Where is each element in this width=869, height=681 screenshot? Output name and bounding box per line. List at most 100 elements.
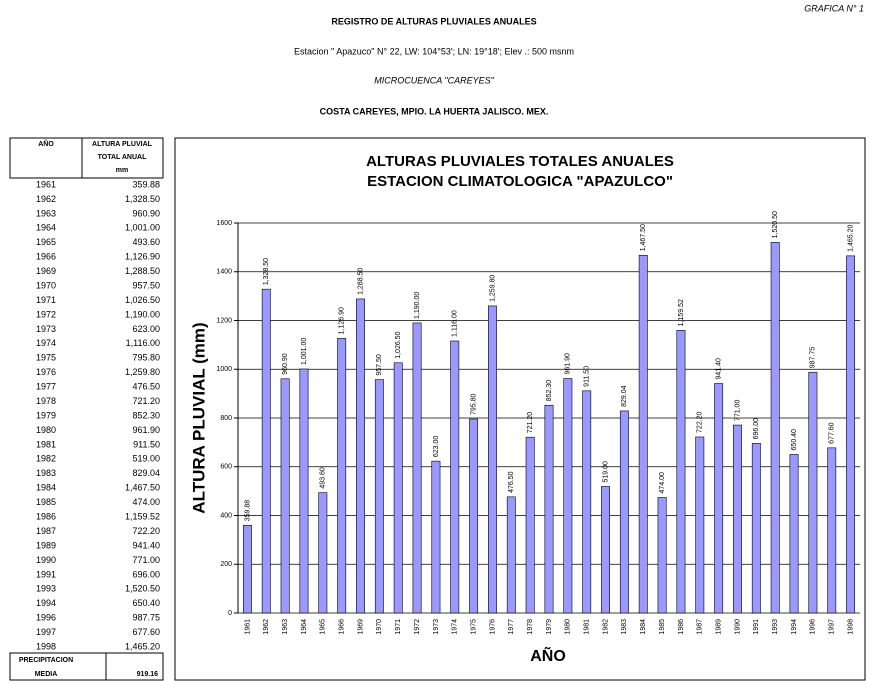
bar bbox=[657, 497, 667, 614]
y-tick-label: 1000 bbox=[216, 366, 232, 373]
x-tick-label: 1972 bbox=[414, 619, 421, 635]
value-label: 722.20 bbox=[697, 411, 704, 433]
x-tick-label: 1979 bbox=[546, 619, 553, 635]
bar bbox=[356, 298, 365, 614]
table-year: 1990 bbox=[36, 555, 56, 565]
bar bbox=[393, 362, 403, 614]
x-tick-label: 1963 bbox=[282, 619, 289, 635]
value-label: 677.60 bbox=[829, 422, 836, 444]
bar bbox=[374, 379, 384, 614]
table-value: 987.75 bbox=[132, 613, 160, 623]
value-label: 771.00 bbox=[734, 400, 741, 422]
table-year: 1983 bbox=[36, 468, 56, 478]
value-label: 1,190.00 bbox=[414, 292, 421, 319]
table-year: 1973 bbox=[36, 324, 56, 334]
bar bbox=[337, 338, 347, 614]
value-label: 1,288.50 bbox=[357, 268, 364, 295]
table-header: TOTAL ANUAL bbox=[98, 154, 147, 161]
x-tick-label: 1980 bbox=[565, 619, 572, 635]
footer-value: 919.16 bbox=[137, 671, 159, 678]
y-tick-label: 600 bbox=[220, 464, 232, 471]
table-year: 1994 bbox=[36, 598, 56, 608]
x-tick-label: 1985 bbox=[659, 619, 666, 635]
bar bbox=[601, 486, 610, 614]
x-tick-label: 1994 bbox=[791, 619, 798, 635]
table-year: 1972 bbox=[36, 309, 56, 319]
value-label: 1,026.50 bbox=[395, 331, 402, 358]
y-axis-label: ALTURA PLUVIAL (mm) bbox=[189, 322, 208, 513]
table-header-box bbox=[9, 137, 164, 179]
x-tick-label: 1971 bbox=[395, 619, 402, 635]
x-tick-label: 1986 bbox=[678, 619, 685, 635]
table-year: 1964 bbox=[36, 223, 56, 233]
x-tick-label: 1998 bbox=[847, 619, 854, 635]
table-year: 1982 bbox=[36, 454, 56, 464]
bar bbox=[827, 447, 837, 614]
x-tick-label: 1975 bbox=[470, 619, 477, 635]
value-label: 987.75 bbox=[810, 347, 817, 369]
x-tick-label: 1983 bbox=[621, 619, 628, 635]
bar bbox=[789, 454, 799, 614]
table-value: 650.40 bbox=[132, 598, 160, 608]
bar bbox=[770, 242, 780, 614]
value-label: 829.04 bbox=[621, 385, 628, 407]
table-year: 1974 bbox=[36, 338, 56, 348]
table-year: 1965 bbox=[36, 237, 56, 247]
x-tick-label: 1989 bbox=[715, 619, 722, 635]
bar bbox=[525, 436, 535, 614]
table-year: 1975 bbox=[36, 353, 56, 363]
table-year: 1986 bbox=[36, 511, 56, 521]
bar bbox=[695, 436, 705, 614]
value-label: 359.88 bbox=[244, 500, 251, 522]
x-tick-label: 1981 bbox=[584, 619, 591, 635]
bar bbox=[488, 305, 497, 614]
x-tick-label: 1961 bbox=[244, 619, 251, 635]
bar bbox=[469, 418, 479, 614]
table-value: 957.50 bbox=[132, 280, 160, 290]
value-label: 474.00 bbox=[659, 472, 666, 494]
table-year: 1997 bbox=[36, 627, 56, 637]
table-year: 1978 bbox=[36, 396, 56, 406]
value-label: 911.50 bbox=[584, 366, 591, 387]
table-value: 961.90 bbox=[132, 425, 160, 435]
bar bbox=[280, 378, 290, 614]
table-header: ALTURA PLUVIAL bbox=[92, 141, 153, 148]
table-year: 1980 bbox=[36, 425, 56, 435]
grafica: GRAFICA N° 1 bbox=[804, 3, 864, 13]
table-year: 1977 bbox=[36, 382, 56, 392]
chart-title: ESTACION CLIMATOLOGICA "APAZULCO" bbox=[367, 173, 673, 190]
microcuenca: MICROCUENCA "CAREYES" bbox=[374, 75, 494, 85]
value-label: 476.50 bbox=[508, 471, 515, 493]
table-value: 1,190.00 bbox=[125, 309, 160, 319]
bar bbox=[506, 496, 516, 614]
x-tick-label: 1977 bbox=[508, 619, 515, 635]
table-value: 722.20 bbox=[132, 526, 160, 536]
table-value: 1,159.52 bbox=[125, 511, 160, 521]
bar bbox=[261, 288, 271, 614]
value-label: 941.40 bbox=[715, 358, 722, 380]
x-tick-label: 1991 bbox=[753, 619, 760, 635]
table-year: 1966 bbox=[36, 252, 56, 262]
table-value: 795.80 bbox=[132, 353, 160, 363]
bar bbox=[450, 340, 460, 614]
footer-label: PRECIPITACION bbox=[19, 657, 73, 664]
table-year: 1993 bbox=[36, 584, 56, 594]
bar bbox=[751, 443, 761, 614]
table-value: 721.20 bbox=[132, 396, 160, 406]
table-value: 1,116.00 bbox=[126, 338, 160, 348]
table-header: mm bbox=[116, 167, 128, 174]
bar bbox=[733, 424, 742, 614]
table-value: 696.00 bbox=[132, 569, 160, 579]
table-year: 1976 bbox=[36, 367, 56, 377]
bar bbox=[846, 255, 856, 614]
table-year: 1971 bbox=[36, 295, 56, 305]
bar bbox=[431, 460, 441, 614]
y-tick-label: 0 bbox=[228, 610, 232, 617]
bar bbox=[242, 524, 252, 614]
table-footer-box bbox=[9, 652, 164, 681]
bar bbox=[676, 330, 686, 614]
bar bbox=[638, 254, 648, 614]
table-year: 1996 bbox=[36, 613, 56, 623]
y-tick-label: 1200 bbox=[216, 317, 232, 324]
x-tick-label: 1962 bbox=[263, 619, 270, 635]
